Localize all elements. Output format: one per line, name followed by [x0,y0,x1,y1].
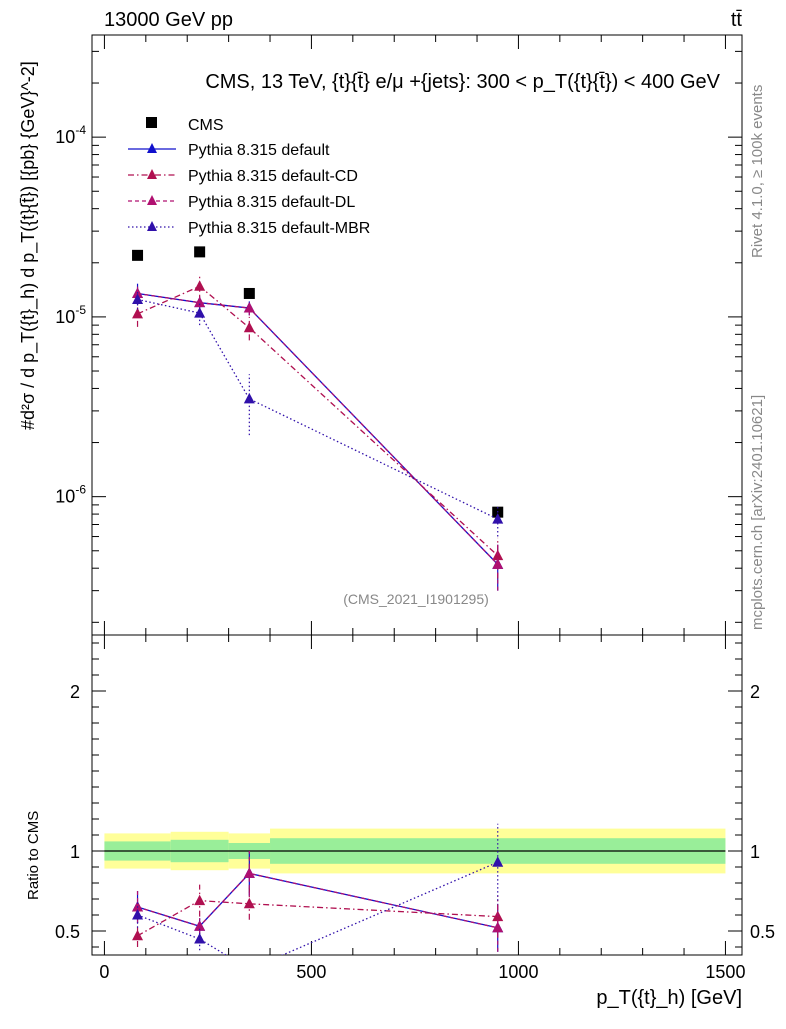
ratio-pythia-8-315-default-cd-line [137,899,498,937]
main-pythia-8-315-default-line [137,292,499,565]
ratio-pythia-8-315-default-cd-marker [194,894,206,906]
x-tick-label: 0 [99,962,109,982]
ratio-pythia-8-315-default-dl-marker [243,867,255,878]
ratio-y-tick-label-right: 2 [750,682,760,702]
legend-label-cms: CMS [188,117,224,134]
main-pythia-8-315-default-dl-marker [243,302,255,313]
ratio-y-tick-label: 1 [70,842,80,862]
ratio-pythia-8-315-default-mbr-marker [244,963,255,974]
analysis-id: (CMS_2021_I1901295) [343,591,489,607]
main-y-tick-label: 10-5 [55,303,86,327]
legend-marker-cd [147,169,157,179]
ratio-y-tick-label-right: 0.5 [750,922,775,942]
ratio-pythia-8-315-default-cd-marker [132,929,144,941]
x-tick-label: 500 [296,962,326,982]
main-pythia-8-315-default-dl-marker [194,296,206,308]
ratio-pythia-8-315-default-line [137,872,498,929]
ratio-pythia-8-315-default-mbr-line [137,861,498,955]
rivet-version-label: Rivet 4.1.0, ≥ 100k events [749,85,766,258]
main-y-tick-label: 10-6 [55,483,86,507]
main-pythia-8-315-default-cd-marker [194,280,206,291]
main-pythia-8-315-default-mbr-line [137,298,499,520]
x-tick-label: 1000 [498,962,538,982]
axis-ticks: 10-6 10-5 10-4 0.5 0.5 1 1 2 2 0 500 1000 1500 [55,35,775,982]
energy-label: 13000 GeV pp [104,9,233,31]
legend-marker-cms [146,117,157,128]
chart-title: CMS, 13 TeV, {t}{t̄} e/μ +{jets}: 300 < … [205,71,720,93]
ratio-uncertainty-band [104,828,726,874]
ratio-y-tick-label: 2 [70,682,80,702]
main-pythia-8-315-default-mbr-marker [132,293,144,304]
main-pythia-8-315-default-mbr-marker [492,513,504,524]
main-cms-point [194,246,206,258]
ratio-y-axis-label: Ratio to CMS [25,811,42,900]
legend-label-dl: Pythia 8.315 default-DL [188,194,355,211]
ratio-pythia-8-315-default-dl-marker [194,920,206,931]
main-pythia-8-315-default-dl-marker [492,558,504,569]
process-label: tt̄ [731,9,743,31]
main-pythia-8-315-default-cd-marker [132,307,144,319]
ratio-y-tick-label-right: 1 [750,842,760,862]
x-tick-label: 1500 [705,962,745,982]
ratio-plot-frame [91,634,743,956]
main-pythia-8-315-default-cd-line [137,285,499,557]
main-pythia-8-315-default-mbr-marker [243,392,255,404]
legend-marker-default [147,143,157,153]
ratio-pythia-8-315-default-dl-line [137,872,498,929]
legend-label-default: Pythia 8.315 default [188,142,330,159]
main-cms-point [243,287,255,299]
main-pythia-8-315-default-dl-line [137,292,499,565]
ratio-pythia-8-315-default-mbr-marker [492,856,504,867]
ratio-y-tick-label: 0.5 [55,922,80,942]
ratio-pythia-8-315-default-dl-marker [492,921,504,933]
legend-marker-mbr [147,221,157,231]
main-series-group [132,246,504,591]
main-cms-point [132,249,144,261]
ratio-pythia-8-315-default-dl-marker [132,901,144,912]
ratio-series-group [132,823,504,974]
main-pythia-8-315-default-mbr-marker [194,307,206,318]
main-y-axis-label: #d²σ / d p_T({t}_h) d p_T({t}{t̄}) [{pb}… [18,61,39,430]
legend-marker-dl [147,195,157,205]
mcplots-label: mcplots.cern.ch [arXiv:2401.10621] [749,395,766,630]
main-pythia-8-315-default-cd-marker [243,321,255,333]
x-axis-label: p_T({t}_h) [GeV] [596,987,742,1009]
ratio-pythia-8-315-default-cd-marker [243,897,255,909]
ratio-pythia-8-315-default-mbr-marker [132,909,144,920]
ratio-pythia-8-315-default-mbr-marker [194,933,206,944]
legend-label-cd: Pythia 8.315 default-CD [188,168,358,185]
legend: CMS Pythia 8.315 default Pythia 8.315 de… [128,117,370,237]
legend-label-mbr: Pythia 8.315 default-MBR [188,220,370,237]
main-y-tick-label: 10-4 [55,123,86,147]
